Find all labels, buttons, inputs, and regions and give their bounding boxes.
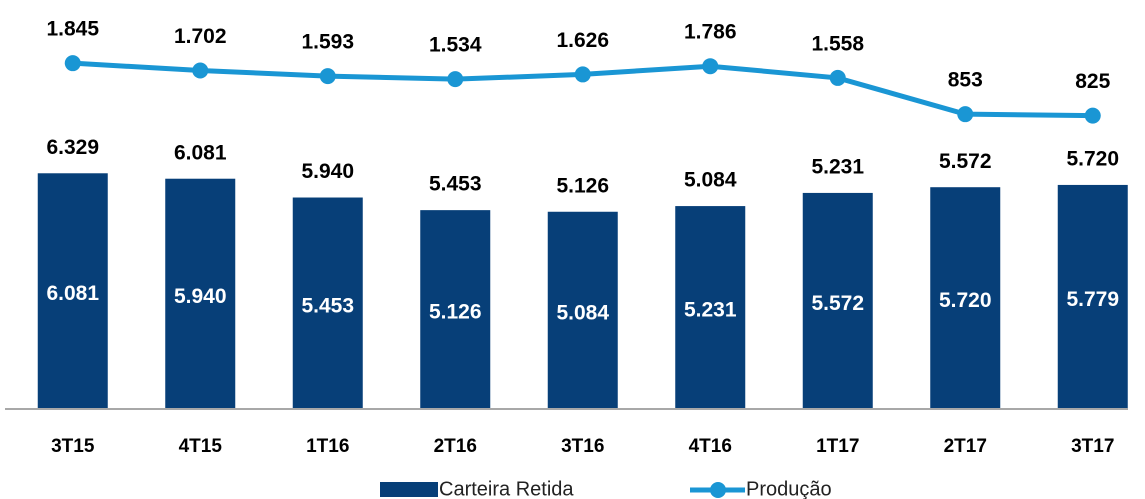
bar	[292, 197, 363, 408]
x-tick-label: 4T16	[689, 436, 732, 457]
line-value-label: 1.786	[684, 21, 737, 44]
line-value-label: 1.593	[301, 31, 354, 54]
annotation: 5.453	[429, 173, 482, 196]
line-value-label: 1.702	[174, 25, 227, 48]
bar	[37, 173, 108, 408]
line-marker	[574, 66, 591, 83]
line-marker	[702, 58, 719, 75]
bar	[930, 187, 1001, 408]
x-tick-label: 3T17	[1071, 436, 1114, 457]
bar	[1057, 184, 1128, 408]
line-value-label: 1.845	[46, 18, 99, 41]
line-marker	[319, 68, 336, 85]
bar-value-label: 5.126	[429, 301, 482, 324]
x-tick-label: 2T17	[944, 436, 987, 457]
bar-value-label: 5.572	[811, 292, 864, 315]
line-value-label: 825	[1075, 70, 1110, 93]
annotation: 6.081	[174, 141, 227, 164]
line-marker	[192, 62, 209, 79]
annotation: 5.084	[684, 169, 737, 192]
annotation: 5.572	[939, 150, 992, 173]
legend-swatch	[380, 482, 438, 497]
annotation: 5.720	[1066, 147, 1119, 170]
bar	[420, 210, 491, 408]
annotation: 5.231	[811, 155, 864, 178]
bar	[675, 206, 746, 408]
x-tick-label: 3T16	[561, 436, 604, 457]
line-marker	[447, 71, 464, 88]
line-marker	[829, 69, 846, 86]
bar	[802, 192, 873, 408]
line-marker	[957, 106, 974, 123]
x-tick-label: 4T15	[179, 436, 223, 457]
x-tick-label: 1T17	[816, 436, 859, 457]
legend-label: Produção	[746, 478, 832, 499]
x-tick-label: 1T16	[306, 436, 349, 457]
legend-swatch	[710, 482, 726, 498]
bar-value-label: 5.453	[301, 294, 354, 317]
annotation: 5.940	[301, 160, 354, 183]
bar-value-label: 5.720	[939, 289, 992, 312]
bar-value-label: 5.084	[556, 301, 609, 324]
line-value-label: 1.558	[811, 32, 864, 55]
legend-label: Carteira Retida	[439, 478, 574, 499]
line-value-label: 853	[948, 69, 983, 92]
bar	[165, 178, 236, 408]
line-value-label: 1.626	[556, 29, 609, 52]
bar-value-label: 6.081	[46, 282, 99, 305]
line-marker	[64, 55, 81, 72]
bar	[547, 211, 618, 408]
line-value-label: 1.534	[429, 34, 482, 57]
bar-value-label: 5.940	[174, 285, 227, 308]
x-tick-label: 2T16	[434, 436, 477, 457]
annotation: 5.126	[556, 174, 609, 197]
bar-value-label: 5.779	[1066, 288, 1119, 311]
x-tick-label: 3T15	[51, 436, 95, 457]
bar-value-label: 5.231	[684, 299, 737, 322]
line-marker	[1084, 107, 1101, 124]
annotation: 6.329	[46, 136, 99, 159]
